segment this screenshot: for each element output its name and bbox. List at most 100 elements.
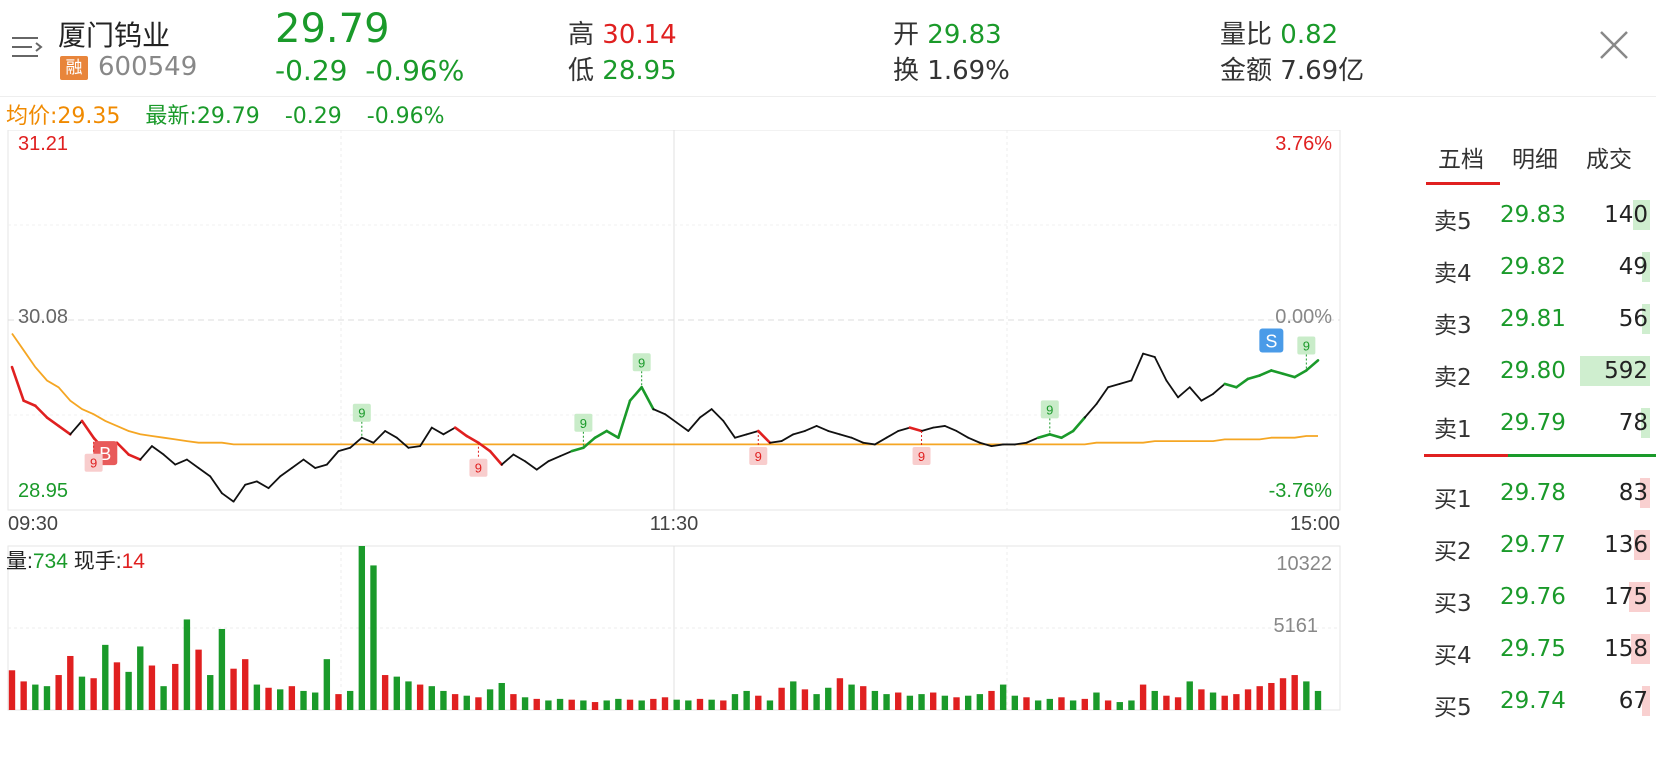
high-label: 高 xyxy=(568,20,595,50)
close-icon[interactable] xyxy=(1597,28,1631,62)
volume-bar xyxy=(20,681,27,710)
ask-row-2[interactable]: 卖3 29.81 56 xyxy=(1424,294,1656,344)
price-segment xyxy=(664,413,678,424)
current-price: 29.79 xyxy=(275,6,390,52)
level-price: 29.76 xyxy=(1500,584,1566,610)
stock-name: 厦门钨业 xyxy=(58,19,171,52)
price-segment xyxy=(139,445,153,461)
bid-row-4[interactable]: 买5 29.74 67 xyxy=(1424,676,1656,726)
nine-marker xyxy=(912,446,931,465)
ask-row-0[interactable]: 卖5 29.83 140 xyxy=(1424,190,1656,240)
level-volume: 158 xyxy=(1604,636,1648,662)
volume-bar xyxy=(1058,697,1065,710)
level-price: 29.80 xyxy=(1500,358,1566,384)
volume-bar xyxy=(964,695,972,710)
bid-row-1[interactable]: 买2 29.77 136 xyxy=(1424,520,1656,570)
volume-bar xyxy=(545,700,552,710)
price-segment xyxy=(640,385,655,411)
volume-bar xyxy=(55,675,62,710)
bid-row-2[interactable]: 买3 29.76 175 xyxy=(1424,572,1656,622)
price-segment xyxy=(897,426,911,432)
depth-bar xyxy=(1640,478,1650,508)
volume-bar xyxy=(1011,695,1019,710)
volume-bar xyxy=(486,689,494,710)
volume-bar xyxy=(615,698,622,710)
bid-row-0[interactable]: 买1 29.78 83 xyxy=(1424,468,1656,518)
volume-bar xyxy=(825,687,832,710)
price-segment xyxy=(349,436,363,449)
price-segment xyxy=(1060,429,1075,439)
level-price: 29.81 xyxy=(1500,306,1566,332)
tab-detail[interactable]: 明细 xyxy=(1512,147,1558,173)
price-segment xyxy=(769,440,783,444)
level-label: 卖3 xyxy=(1434,313,1472,339)
volume-bar xyxy=(195,649,202,710)
nine-marker-label: 9 xyxy=(475,461,482,476)
volume-bar xyxy=(778,687,785,710)
price-segment xyxy=(1235,377,1250,389)
ask-row-1[interactable]: 卖4 29.82 49 xyxy=(1424,242,1656,292)
volume-bar xyxy=(416,684,424,710)
price-segment xyxy=(839,433,853,439)
price-segment xyxy=(279,467,293,478)
price-segment xyxy=(407,445,422,449)
sell-marker xyxy=(1259,328,1284,353)
avg-price-line xyxy=(11,332,1318,446)
depth-bar xyxy=(1642,686,1650,716)
pct-mid-label: 0.00% xyxy=(1275,306,1332,328)
amount-value: 7.69亿 xyxy=(1280,56,1365,86)
volume-bar xyxy=(860,686,867,710)
vol-max-label: 10322 xyxy=(1276,553,1332,575)
chart-lines xyxy=(10,332,1320,503)
chart-labels: 31.21 30.08 28.95 3.76% 0.00% -3.76% 09:30 11:3… xyxy=(6,133,1340,637)
price-segment xyxy=(734,433,748,439)
bid-row-3[interactable]: 买4 29.75 158 xyxy=(1424,624,1656,674)
tab-trades[interactable]: 成交 xyxy=(1586,147,1632,173)
volume-bar xyxy=(277,689,284,710)
price-segment xyxy=(827,430,841,436)
amount-stat: 金额 7.69亿 xyxy=(1220,50,1364,87)
price-segment xyxy=(593,429,608,439)
price-segment xyxy=(699,408,713,419)
volume-bar xyxy=(451,694,459,710)
price-segment xyxy=(115,441,130,456)
open-value: 29.83 xyxy=(927,20,1002,50)
price-segment xyxy=(1118,379,1133,385)
volume-bar xyxy=(1104,700,1112,710)
ask-row-3[interactable]: 卖2 29.80 592 xyxy=(1424,346,1656,396)
nine-marker xyxy=(1297,336,1316,355)
margin-badge: 融 xyxy=(60,56,88,80)
level-price: 29.79 xyxy=(1500,410,1566,436)
price-segment xyxy=(570,446,585,453)
volume-bar xyxy=(102,644,109,710)
volume-bar xyxy=(836,678,844,710)
depth-bar xyxy=(1640,408,1650,438)
nine-marker xyxy=(574,413,593,432)
volume-bar xyxy=(335,694,342,710)
level-label: 卖5 xyxy=(1434,209,1472,235)
menu-icon[interactable] xyxy=(10,32,46,62)
level-label: 买2 xyxy=(1434,539,1472,565)
price-segment xyxy=(535,460,550,471)
price-segment xyxy=(1083,403,1098,419)
open-stat: 开 29.83 xyxy=(893,14,1002,51)
price-segment xyxy=(314,463,328,469)
volume-bar xyxy=(311,692,319,710)
price-segment xyxy=(1036,433,1052,439)
header-divider xyxy=(0,96,1656,97)
price-segment xyxy=(477,441,492,453)
volume-bar xyxy=(510,694,517,710)
depth-bar xyxy=(1631,634,1650,664)
volume-bar xyxy=(650,698,657,710)
volume-bar xyxy=(113,662,121,710)
ask-row-4[interactable]: 卖1 29.79 78 xyxy=(1424,398,1656,448)
volume-bar xyxy=(183,619,191,710)
amount-label: 金额 xyxy=(1220,56,1273,86)
price-segment xyxy=(488,449,504,466)
change-value: -0.29 xyxy=(275,54,348,87)
level-label: 卖1 xyxy=(1434,417,1472,443)
tab-five-levels[interactable]: 五档 xyxy=(1438,147,1484,173)
volume-bar xyxy=(673,699,680,710)
price-segment xyxy=(1071,416,1087,433)
